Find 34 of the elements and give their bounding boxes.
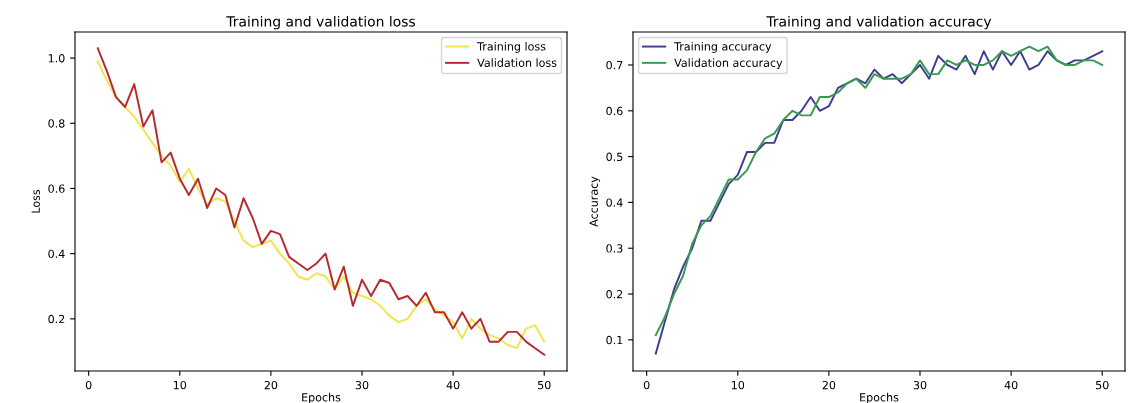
y-tick-label: 0.7 (606, 60, 623, 70)
y-axis-title: Accuracy (589, 176, 601, 227)
x-tick-label: 0 (643, 380, 650, 390)
legend-label: Validation loss (477, 58, 557, 67)
x-tick-label: 30 (913, 380, 927, 390)
x-tick-label: 10 (173, 380, 187, 390)
chart-title: Training and validation loss (226, 15, 416, 30)
x-tick-label: 20 (264, 380, 278, 390)
legend-label: Training accuracy (674, 42, 772, 53)
x-tick-label: 50 (538, 380, 551, 390)
y-tick-label: 0.4 (606, 198, 623, 207)
x-tick-label: 10 (731, 380, 745, 390)
x-tick-label: 30 (355, 380, 369, 390)
y-tick-label: 0.6 (48, 184, 65, 193)
x-axis-title: Epochs (860, 392, 899, 403)
y-tick-label: 0.1 (606, 335, 623, 345)
y-tick-label: 0.2 (48, 314, 65, 324)
y-tick-label: 0.5 (606, 152, 623, 161)
y-axis-title: Loss (31, 189, 40, 213)
legend-label: Validation accuracy (674, 58, 783, 70)
y-tick-label: 1.0 (48, 54, 65, 63)
x-axis-title: Epochs (302, 392, 341, 403)
x-tick-label: 0 (85, 380, 92, 390)
chart-title: Training and validation accuracy (766, 15, 992, 30)
x-tick-label: 40 (1004, 380, 1018, 390)
x-tick-label: 50 (1096, 380, 1109, 390)
x-tick-label: 20 (822, 380, 836, 390)
y-tick-label: 0.3 (606, 244, 623, 253)
y-tick-label: 0.8 (48, 119, 65, 128)
y-tick-label: 0.2 (606, 290, 623, 299)
legend-label: Training loss (477, 42, 546, 53)
x-tick-label: 40 (446, 380, 460, 390)
y-tick-label: 0.4 (48, 249, 65, 259)
y-tick-label: 0.6 (606, 106, 623, 116)
